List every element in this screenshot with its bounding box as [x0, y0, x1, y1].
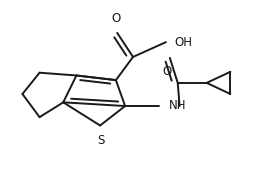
Text: O: O — [163, 65, 172, 78]
Text: O: O — [111, 12, 120, 25]
Text: NH: NH — [169, 99, 187, 112]
Text: OH: OH — [174, 36, 192, 49]
Text: S: S — [98, 134, 105, 147]
